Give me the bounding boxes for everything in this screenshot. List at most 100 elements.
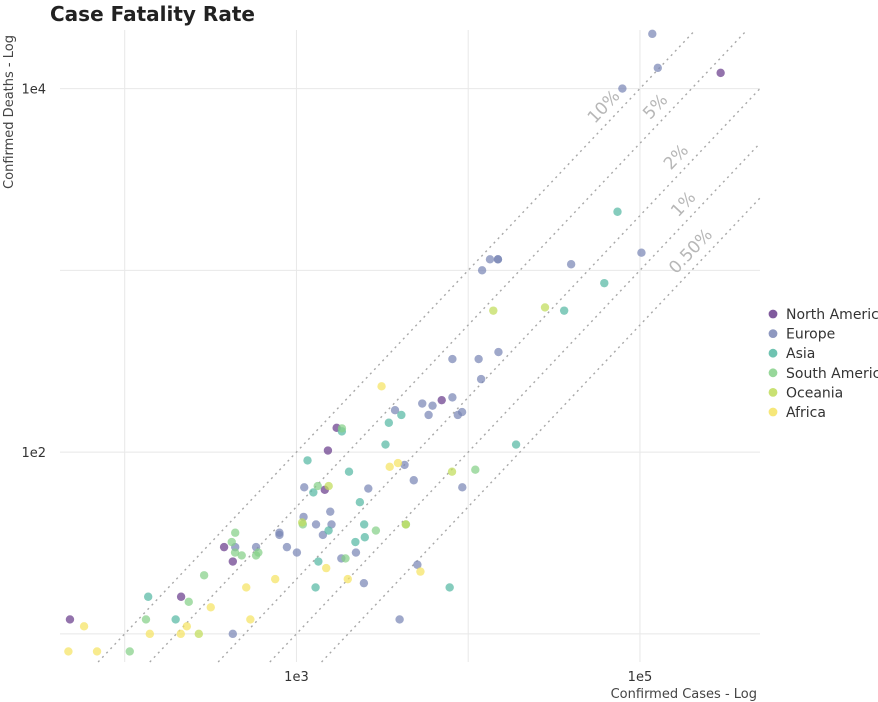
data-point[interactable] — [653, 63, 662, 73]
legend-item[interactable]: North America — [768, 307, 878, 323]
data-point[interactable] — [385, 462, 394, 471]
data-point[interactable] — [300, 483, 309, 492]
data-point[interactable] — [297, 518, 307, 527]
data-point[interactable] — [716, 68, 725, 78]
data-point[interactable] — [79, 622, 89, 631]
data-point[interactable] — [351, 548, 361, 557]
data-point[interactable] — [141, 615, 151, 624]
data-point[interactable] — [566, 260, 576, 269]
data-point[interactable] — [489, 306, 498, 315]
data-point[interactable] — [359, 578, 369, 588]
data-point[interactable] — [377, 382, 386, 391]
data-point[interactable] — [242, 583, 251, 592]
data-point[interactable] — [485, 255, 495, 264]
data-point[interactable] — [447, 467, 457, 476]
data-point[interactable] — [351, 537, 360, 547]
data-point[interactable] — [194, 629, 203, 639]
data-point[interactable] — [400, 460, 409, 470]
data-point[interactable] — [275, 528, 284, 537]
data-point[interactable] — [360, 533, 370, 542]
data-point[interactable] — [182, 622, 192, 631]
data-point[interactable] — [324, 481, 333, 491]
data-point[interactable] — [381, 440, 390, 449]
data-point[interactable] — [237, 551, 246, 560]
data-point[interactable] — [228, 557, 238, 566]
data-point[interactable] — [424, 410, 433, 420]
data-point[interactable] — [282, 542, 292, 552]
data-point[interactable] — [292, 548, 302, 557]
data-point[interactable] — [395, 615, 404, 624]
data-point[interactable] — [311, 520, 321, 529]
legend-item[interactable]: Africa — [768, 405, 826, 421]
data-point[interactable] — [618, 84, 627, 93]
data-point[interactable] — [364, 484, 373, 493]
data-point[interactable] — [437, 395, 446, 405]
data-point[interactable] — [314, 557, 323, 566]
legend-item[interactable]: South America — [768, 366, 878, 382]
data-point[interactable] — [493, 255, 503, 264]
data-point[interactable] — [270, 574, 280, 584]
data-point[interactable] — [384, 418, 394, 427]
legend[interactable]: North America Europe Asia South America Ocea… — [768, 307, 878, 421]
data-point[interactable] — [313, 481, 322, 491]
data-point[interactable] — [206, 603, 215, 612]
data-point[interactable] — [341, 554, 350, 563]
data-point[interactable] — [143, 592, 153, 601]
data-point[interactable] — [359, 520, 369, 529]
data-point[interactable] — [125, 647, 134, 656]
data-point[interactable] — [390, 405, 400, 415]
data-point[interactable] — [474, 354, 483, 364]
data-point[interactable] — [343, 574, 352, 584]
data-point[interactable] — [477, 266, 487, 275]
data-point[interactable] — [254, 548, 263, 557]
data-point[interactable] — [65, 615, 75, 624]
legend-item[interactable]: Asia — [768, 346, 816, 362]
data-point[interactable] — [613, 207, 622, 216]
data-point[interactable] — [471, 465, 480, 474]
data-point[interactable] — [448, 354, 457, 364]
data-point[interactable] — [428, 401, 437, 410]
data-point[interactable] — [326, 507, 335, 516]
legend-item[interactable]: Europe — [768, 327, 836, 343]
data-point[interactable] — [494, 347, 503, 357]
data-point[interactable] — [648, 29, 657, 39]
data-point[interactable] — [321, 563, 331, 573]
data-point[interactable] — [303, 456, 312, 465]
data-point[interactable] — [92, 647, 102, 656]
data-point[interactable] — [184, 597, 193, 607]
data-point[interactable] — [228, 629, 238, 639]
data-point[interactable] — [355, 498, 365, 507]
data-point[interactable] — [448, 393, 457, 402]
data-point[interactable] — [145, 629, 155, 639]
data-point[interactable] — [324, 526, 333, 535]
data-point[interactable] — [637, 248, 646, 257]
data-point[interactable] — [413, 560, 422, 569]
data-point[interactable] — [219, 542, 229, 552]
data-point[interactable] — [199, 571, 209, 580]
data-point[interactable] — [309, 488, 318, 497]
data-point[interactable] — [176, 629, 185, 639]
data-point[interactable] — [458, 483, 467, 492]
data-point[interactable] — [409, 476, 418, 485]
data-point[interactable] — [318, 530, 328, 540]
data-point[interactable] — [418, 399, 427, 408]
data-point[interactable] — [171, 615, 180, 624]
data-point[interactable] — [559, 306, 569, 315]
data-point[interactable] — [323, 446, 333, 455]
data-point[interactable] — [401, 520, 410, 529]
data-point[interactable] — [476, 374, 486, 384]
data-point[interactable] — [337, 424, 347, 433]
data-point[interactable] — [230, 548, 240, 557]
data-point[interactable] — [246, 615, 255, 624]
data-point[interactable] — [231, 528, 240, 537]
data-point[interactable] — [445, 583, 454, 592]
data-point[interactable] — [511, 440, 521, 449]
data-point[interactable] — [64, 647, 73, 656]
data-point[interactable] — [344, 467, 354, 476]
data-point[interactable] — [600, 278, 609, 288]
data-point[interactable] — [311, 583, 320, 592]
data-point[interactable] — [371, 526, 381, 535]
data-point[interactable] — [393, 458, 403, 468]
data-point[interactable] — [227, 537, 236, 547]
data-point[interactable] — [540, 303, 550, 312]
